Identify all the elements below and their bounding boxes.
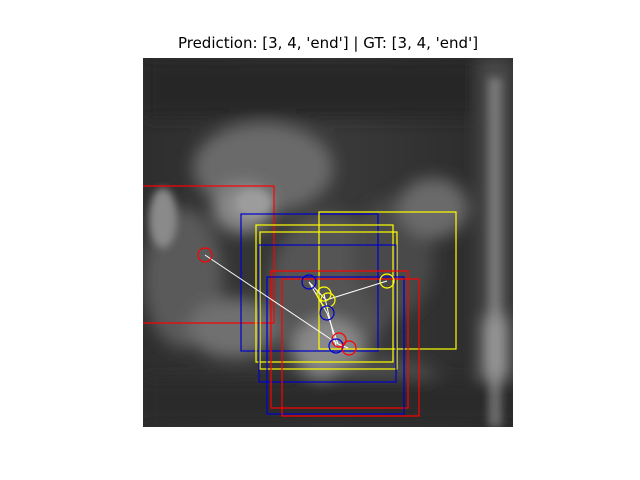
connector-line (323, 293, 337, 347)
blue-keypoint-circle (301, 274, 317, 290)
overlay-canvas (143, 58, 513, 427)
connector-line (325, 280, 388, 301)
connector-lines (204, 254, 388, 349)
bounding-boxes (143, 185, 457, 417)
yellow-box (318, 211, 457, 350)
yellow-keypoint-circle (320, 292, 336, 308)
keypoint-markers (197, 247, 395, 356)
blue-keypoint-circle (319, 305, 335, 321)
image-panel (143, 58, 513, 427)
red-box (270, 270, 409, 409)
blue-box (266, 276, 405, 415)
blue-box (240, 213, 379, 352)
connector-line (204, 254, 339, 345)
red-keypoint-circle (341, 340, 357, 356)
red-keypoint-circle (197, 247, 213, 263)
red-box (281, 278, 420, 417)
red-box (143, 185, 275, 324)
figure-title: Prediction: [3, 4, 'end'] | GT: [3, 4, '… (177, 34, 479, 52)
yellow-box (259, 231, 398, 370)
yellow-keypoint-circle (379, 273, 395, 289)
blue-box (258, 244, 397, 383)
yellow-box (255, 224, 394, 363)
blue-keypoint-circle (328, 338, 344, 354)
grayscale-background-image (143, 58, 513, 427)
